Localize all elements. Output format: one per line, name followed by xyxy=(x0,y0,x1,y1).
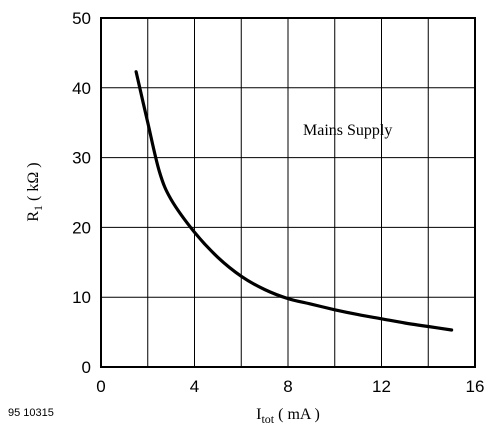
annotation-mains-supply: Mains Supply xyxy=(303,122,392,139)
figure-code: 95 10315 xyxy=(8,407,54,419)
y-tick-labels: 0 10 20 30 40 50 xyxy=(72,9,91,377)
y-axis-label-sub: 1 xyxy=(31,205,45,211)
y-tick-label: 40 xyxy=(72,79,91,98)
y-tick-label: 20 xyxy=(72,218,91,237)
y-axis-label-unit: ( kΩ ) xyxy=(25,162,42,205)
curve-layer xyxy=(134,70,454,332)
y-axis-label-main: R xyxy=(25,211,42,222)
plot-frame xyxy=(100,17,476,368)
x-tick-labels: 0 4 8 12 16 xyxy=(96,377,484,396)
grid xyxy=(101,18,475,367)
y-tick-label: 0 xyxy=(82,358,91,377)
x-axis-label-unit: ( mA ) xyxy=(274,406,320,423)
x-tick-label: 12 xyxy=(372,377,391,396)
x-axis-label: Itot ( mA ) xyxy=(256,406,320,426)
x-tick-label: 4 xyxy=(190,377,199,396)
x-axis-label-main: I xyxy=(256,406,261,423)
series-line xyxy=(134,70,454,332)
x-axis-label-sub: tot xyxy=(261,412,274,426)
x-tick-label: 16 xyxy=(466,377,485,396)
x-tick-label: 0 xyxy=(96,377,105,396)
x-tick-label: 8 xyxy=(283,377,292,396)
y-tick-label: 30 xyxy=(72,149,91,168)
y-axis-label: R1 ( kΩ ) xyxy=(25,162,45,221)
y-tick-label: 50 xyxy=(72,9,91,28)
y-tick-label: 10 xyxy=(72,288,91,307)
frame-layer xyxy=(100,17,476,368)
